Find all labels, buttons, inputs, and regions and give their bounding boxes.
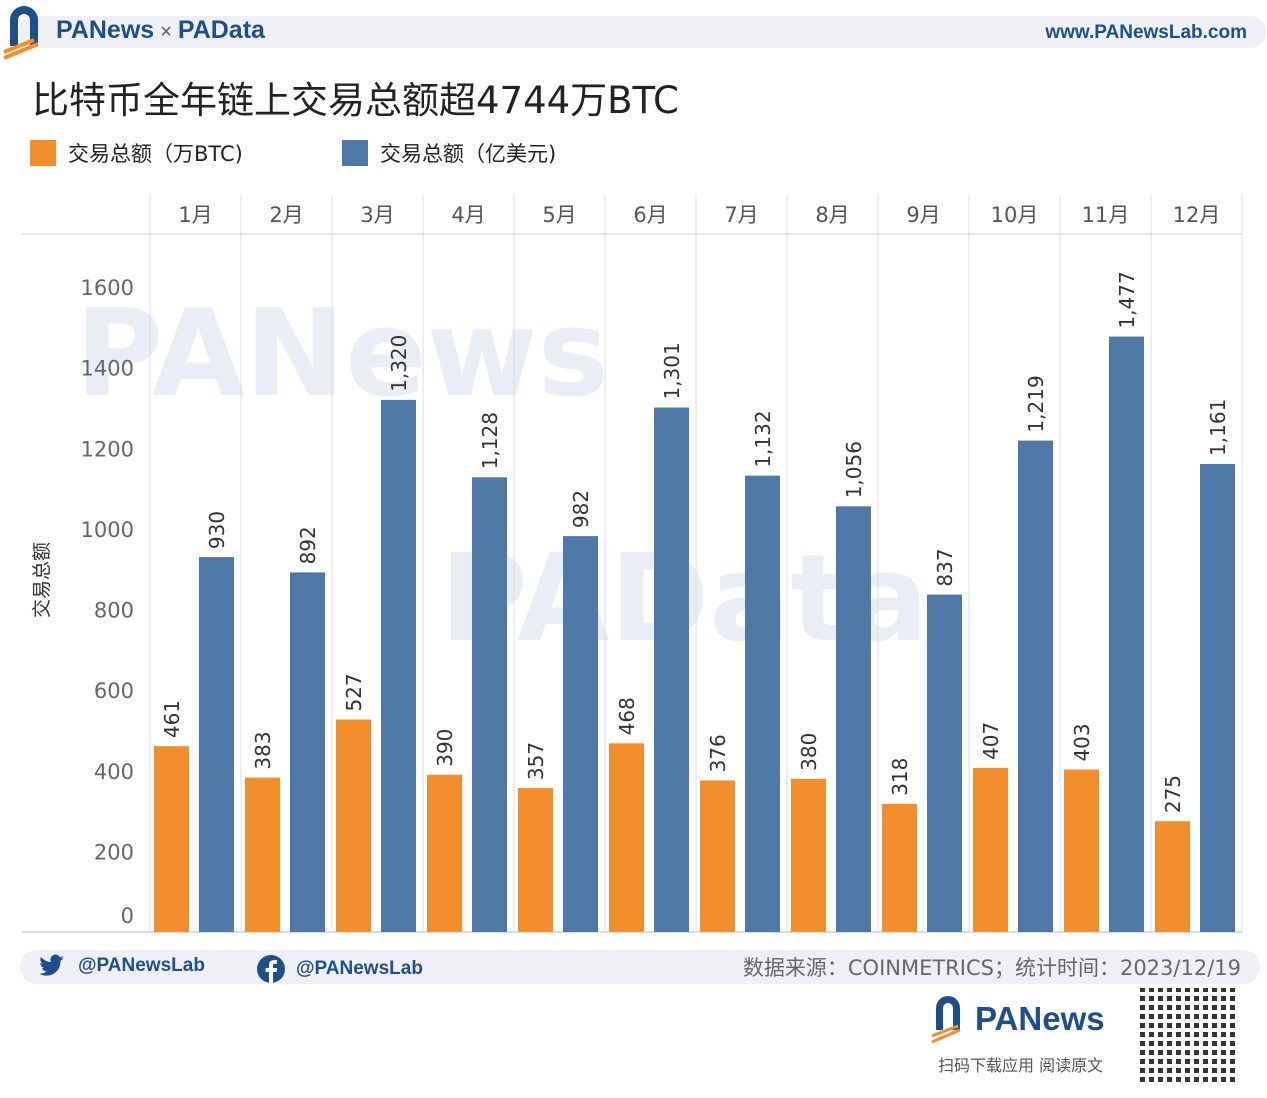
- legend-label: 交易总额（亿美元): [380, 142, 557, 166]
- data-label: 383: [251, 731, 275, 769]
- data-label: 1,128: [478, 412, 502, 469]
- y-tick-label: 200: [94, 840, 134, 864]
- data-label: 318: [888, 758, 912, 796]
- bar-usd: [1200, 463, 1235, 932]
- x-tick-label: 12月: [1173, 203, 1221, 227]
- x-tick-label: 5月: [542, 203, 576, 227]
- bar-btc: [154, 746, 189, 932]
- twitter-handle[interactable]: @PANewsLab: [36, 954, 205, 978]
- brand-padata: PAData: [177, 16, 265, 44]
- brand-panews: PANews: [56, 16, 155, 44]
- x-tick-label: 4月: [451, 203, 485, 227]
- data-label: 1,219: [1024, 375, 1048, 432]
- brand-separator: ×: [160, 21, 172, 43]
- bar-btc: [336, 719, 371, 932]
- facebook-icon: [257, 955, 285, 983]
- qr-code[interactable]: [1140, 988, 1238, 1086]
- data-label: 1,301: [660, 342, 684, 399]
- x-tick-label: 3月: [360, 203, 394, 227]
- x-tick-label: 2月: [269, 203, 303, 227]
- data-label: 837: [933, 548, 957, 586]
- panews-logo-icon: [3, 6, 39, 60]
- x-tick-label: 9月: [906, 203, 940, 227]
- bar-usd: [472, 477, 507, 932]
- x-tick-label: 6月: [633, 203, 667, 227]
- twitter-label: @PANewsLab: [78, 955, 205, 976]
- data-label: 1,161: [1206, 399, 1230, 456]
- site-url[interactable]: www.PANewsLab.com: [1045, 22, 1247, 43]
- legend-label: 交易总额（万BTC): [68, 142, 243, 166]
- bar-btc: [427, 774, 462, 932]
- y-axis-label: 交易总额: [31, 542, 53, 618]
- bar-usd: [654, 407, 689, 932]
- watermark: PANews: [75, 285, 609, 424]
- bar-btc: [882, 803, 917, 932]
- bar-btc: [973, 767, 1008, 932]
- legend-swatch-blue: [342, 140, 368, 166]
- bar-usd: [1018, 440, 1053, 932]
- bar-usd: [381, 399, 416, 932]
- legend-item-usd: 交易总额（亿美元): [342, 138, 556, 168]
- y-tick-label: 1600: [81, 276, 134, 300]
- y-tick-label: 1400: [81, 357, 134, 381]
- y-tick-label: 800: [94, 599, 134, 623]
- data-label: 468: [615, 697, 639, 735]
- data-label: 1,056: [842, 441, 866, 498]
- x-tick-label: 8月: [815, 203, 849, 227]
- bar-usd: [1109, 336, 1144, 933]
- data-label: 390: [433, 729, 457, 767]
- bar-btc: [791, 778, 826, 932]
- bar-btc: [245, 777, 280, 932]
- bar-usd: [563, 536, 598, 932]
- x-tick-label: 10月: [991, 203, 1039, 227]
- footer-logo: PANews: [975, 1000, 1105, 1037]
- bar-usd: [199, 557, 234, 932]
- bar-btc: [1064, 769, 1099, 932]
- brand: PANews × PAData: [56, 16, 265, 45]
- data-label: 527: [342, 673, 366, 711]
- data-label: 1,320: [387, 335, 411, 392]
- y-tick-label: 1000: [81, 518, 134, 542]
- data-label: 357: [524, 742, 548, 780]
- bar-usd: [290, 572, 325, 932]
- x-tick-label: 1月: [178, 203, 212, 227]
- data-label: 461: [160, 700, 184, 738]
- x-tick-label: 7月: [724, 203, 758, 227]
- bar-chart: PANewsPAData1月2月3月4月5月6月7月8月9月10月11月12月0…: [22, 195, 1243, 933]
- header-bar: [18, 16, 1266, 48]
- x-tick-label: 11月: [1082, 203, 1130, 227]
- data-source: 数据来源：COINMETRICS；统计时间：2023/12/19: [742, 956, 1241, 980]
- data-label: 930: [205, 511, 229, 549]
- data-label: 403: [1070, 723, 1094, 761]
- y-tick-label: 0: [121, 904, 134, 928]
- data-label: 892: [296, 526, 320, 564]
- facebook-label: @PANewsLab: [296, 958, 423, 979]
- bar-usd: [927, 594, 962, 932]
- data-label: 982: [569, 490, 593, 528]
- legend-swatch-orange: [30, 140, 56, 166]
- bar-btc: [1155, 821, 1190, 932]
- bar-btc: [609, 743, 644, 932]
- data-label: 407: [979, 722, 1003, 760]
- footer-tagline: 扫码下载应用 阅读原文: [938, 1056, 1104, 1075]
- bar-usd: [836, 506, 871, 932]
- bar-btc: [700, 780, 735, 932]
- y-tick-label: 400: [94, 760, 134, 784]
- legend-item-btc: 交易总额（万BTC): [30, 138, 243, 168]
- data-label: 1,132: [751, 410, 775, 467]
- panews-logo-icon: [931, 996, 961, 1044]
- y-tick-label: 1200: [81, 437, 134, 461]
- bar-btc: [518, 788, 553, 932]
- data-label: 1,477: [1115, 271, 1139, 328]
- twitter-icon: [39, 954, 64, 976]
- data-label: 376: [706, 734, 730, 772]
- footer-bar: [20, 950, 1260, 984]
- bar-usd: [745, 475, 780, 932]
- y-tick-label: 600: [94, 679, 134, 703]
- facebook-handle[interactable]: @PANewsLab: [256, 954, 423, 984]
- data-label: 275: [1161, 775, 1185, 813]
- chart-title: 比特币全年链上交易总额超4744万BTC: [32, 79, 679, 122]
- data-label: 380: [797, 733, 821, 771]
